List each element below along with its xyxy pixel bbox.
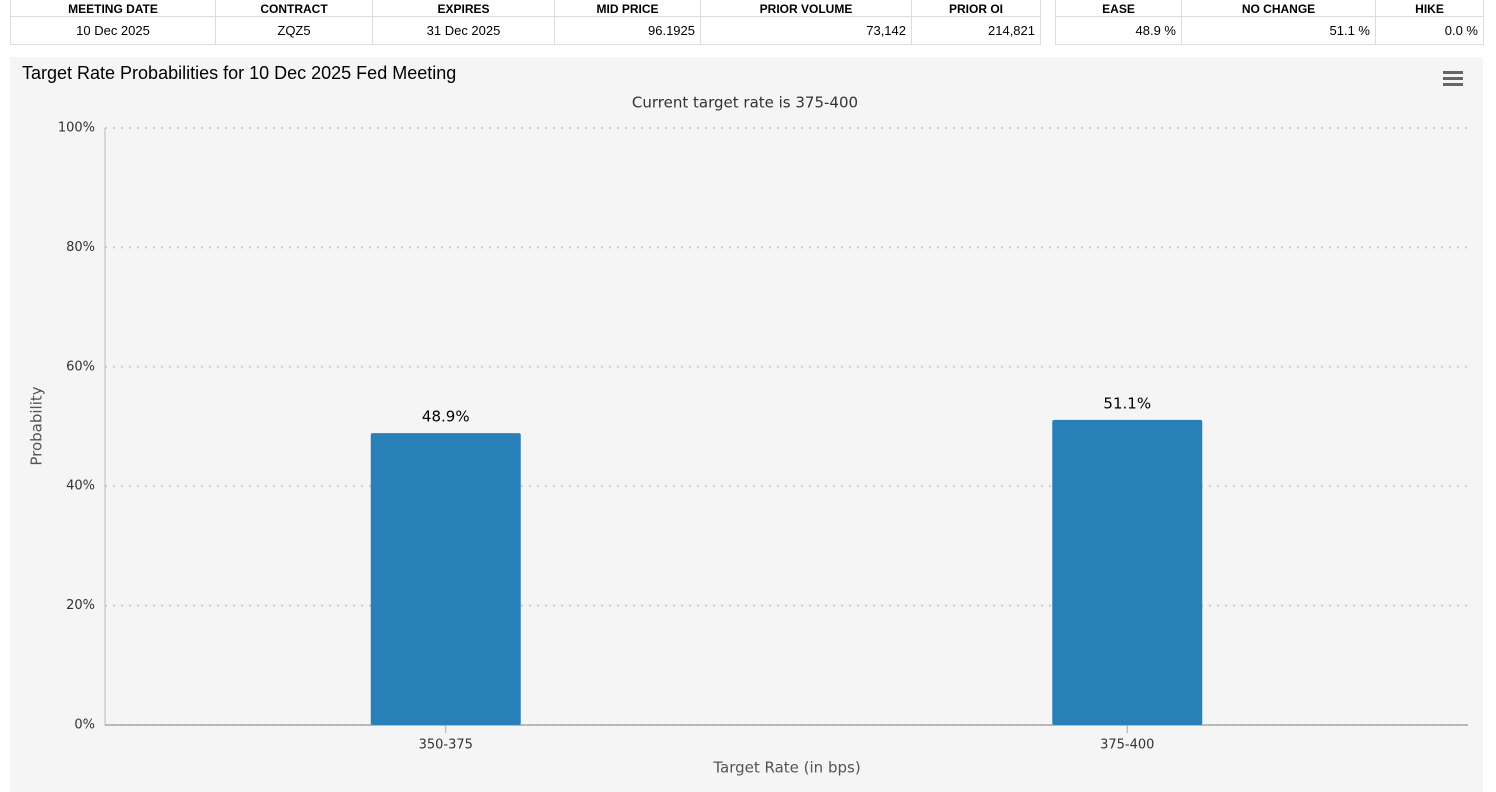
cell: 0.0 % bbox=[1375, 16, 1484, 45]
menu-line bbox=[1443, 83, 1463, 86]
cell: 31 Dec 2025 bbox=[372, 16, 555, 45]
column-header: EXPIRES bbox=[372, 0, 555, 17]
bar bbox=[1052, 419, 1203, 725]
column-header: CONTRACT bbox=[215, 0, 373, 17]
cell: 96.1925 bbox=[554, 16, 701, 45]
column-header: MEETING DATE bbox=[10, 0, 216, 17]
column-header: EASE bbox=[1055, 0, 1182, 17]
x-tick-label: 350-375 bbox=[419, 738, 473, 753]
column-header: MID PRICE bbox=[554, 0, 701, 17]
probability-table: EASE NO CHANGE HIKE 48.9 % 51.1 % 0.0 % bbox=[1055, 0, 1484, 45]
cell: ZQZ5 bbox=[215, 16, 373, 45]
y-tick-label: 20% bbox=[66, 598, 95, 613]
x-tick-label: 375-400 bbox=[1100, 738, 1154, 753]
data-label: 51.1% bbox=[1103, 394, 1151, 412]
menu-line bbox=[1443, 77, 1463, 80]
header-row: EASE NO CHANGE HIKE bbox=[1055, 0, 1484, 17]
y-tick-label: 40% bbox=[66, 479, 95, 494]
cell: 214,821 bbox=[911, 16, 1041, 45]
y-tick-label: 0% bbox=[74, 718, 95, 733]
y-tick-label: 80% bbox=[66, 240, 95, 255]
menu-line bbox=[1443, 71, 1463, 74]
chart-background bbox=[10, 57, 1483, 792]
cell: 51.1 % bbox=[1181, 16, 1376, 45]
chart-title: Target Rate Probabilities for 10 Dec 202… bbox=[22, 63, 456, 83]
chart-subtitle: Current target rate is 375-400 bbox=[632, 94, 858, 112]
bar bbox=[370, 433, 521, 725]
column-header: PRIOR OI bbox=[911, 0, 1041, 17]
cell: 73,142 bbox=[700, 16, 912, 45]
data-row: 48.9 % 51.1 % 0.0 % bbox=[1055, 16, 1484, 45]
y-tick-label: 100% bbox=[58, 121, 95, 136]
x-axis-title: Target Rate (in bps) bbox=[712, 759, 860, 777]
cell: 10 Dec 2025 bbox=[10, 16, 216, 45]
contract-table: MEETING DATE CONTRACT EXPIRES MID PRICE PRIO… bbox=[10, 0, 1041, 45]
cell: 48.9 % bbox=[1055, 16, 1182, 45]
data-row: 10 Dec 2025 ZQZ5 31 Dec 2025 96.1925 73,142 2… bbox=[10, 16, 1041, 45]
y-axis-title: Probability bbox=[28, 386, 46, 465]
y-tick-label: 60% bbox=[66, 359, 95, 374]
menu-button[interactable] bbox=[1440, 69, 1466, 91]
header-row: MEETING DATE CONTRACT EXPIRES MID PRICE PRIO… bbox=[10, 0, 1041, 17]
column-header: HIKE bbox=[1375, 0, 1484, 17]
data-label: 48.9% bbox=[422, 408, 470, 426]
column-header: NO CHANGE bbox=[1181, 0, 1376, 17]
chart: Target Rate Probabilities for 10 Dec 202… bbox=[10, 57, 1483, 792]
column-header: PRIOR VOLUME bbox=[700, 0, 912, 17]
